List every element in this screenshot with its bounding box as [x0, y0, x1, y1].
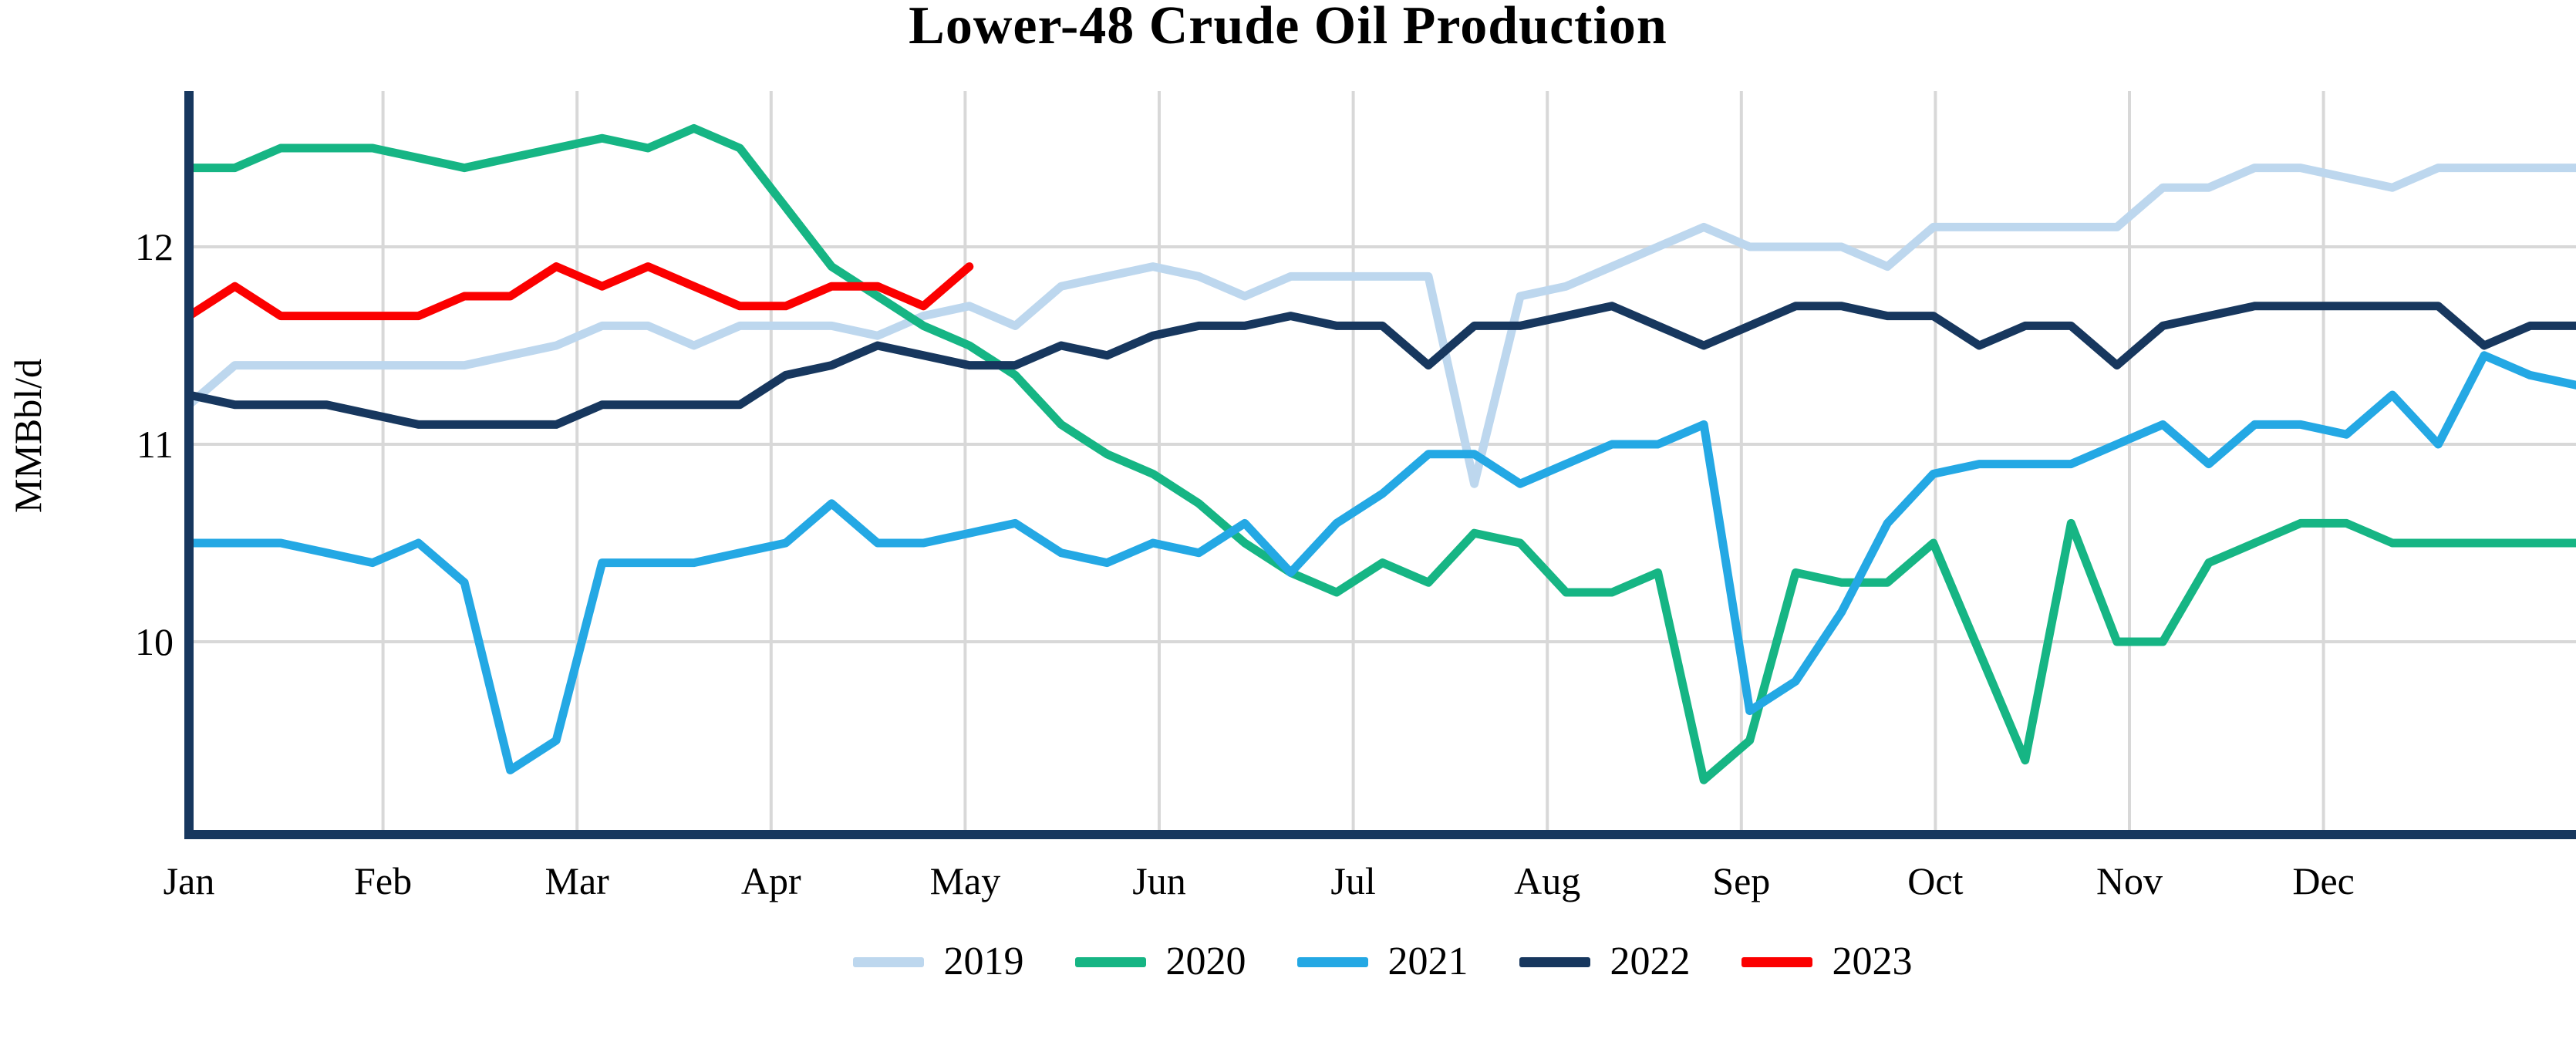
- gridlines: [194, 91, 2576, 830]
- x-tick-label: Mar: [545, 859, 609, 902]
- legend-item-2022: 2022: [1519, 938, 1691, 986]
- legend-label: 2022: [1610, 939, 1691, 983]
- legend-label: 2020: [1165, 939, 1246, 983]
- x-tick-label: Dec: [2292, 859, 2355, 902]
- x-tick-label: Aug: [1514, 859, 1581, 902]
- x-tick-label: Jan: [163, 859, 215, 902]
- y-axis-label: MMBbl/d: [6, 358, 49, 514]
- series-line-2020: [184, 123, 2576, 784]
- legend-label: 2021: [1387, 939, 1468, 983]
- y-tick-label: 11: [136, 423, 174, 466]
- x-tick-label: Apr: [740, 859, 801, 902]
- legend-swatch: [1741, 956, 1812, 967]
- x-tick-label: Jul: [1330, 859, 1376, 902]
- x-axis-line: [184, 830, 2576, 839]
- y-tick-label: 12: [135, 225, 174, 268]
- legend-item-2021: 2021: [1296, 938, 1468, 986]
- x-tick-label: Nov: [2096, 859, 2163, 902]
- axes: [184, 91, 2576, 839]
- series-line-2023: [184, 262, 974, 321]
- legend-label: 2019: [943, 939, 1024, 983]
- series-line-2019: [184, 164, 2576, 488]
- x-tick-label: Jun: [1132, 859, 1186, 902]
- legend-swatch: [1074, 956, 1146, 967]
- legend-label: 2023: [1832, 939, 1913, 983]
- legend-item-2019: 2019: [852, 938, 1024, 986]
- x-tick-label: Oct: [1907, 859, 1964, 902]
- x-tick-label: May: [929, 859, 1001, 902]
- series-lines: [184, 123, 2576, 784]
- legend-swatch: [1296, 956, 1368, 967]
- legend-swatch: [1519, 956, 1590, 967]
- y-tick-label: 10: [135, 620, 174, 663]
- legend-item-2020: 2020: [1074, 938, 1246, 986]
- x-tick-label: Sep: [1712, 859, 1771, 902]
- legend-swatch: [852, 956, 924, 967]
- legend: 2019 2020 2021 2022 2023: [189, 938, 2576, 986]
- series-line-2021: [184, 351, 2576, 774]
- series-line-2022: [184, 302, 2576, 429]
- y-axis-line: [184, 91, 194, 839]
- chart-title: Lower-48 Crude Oil Production: [909, 0, 1667, 56]
- x-tick-label: Feb: [354, 859, 413, 902]
- legend-item-2023: 2023: [1741, 938, 1913, 986]
